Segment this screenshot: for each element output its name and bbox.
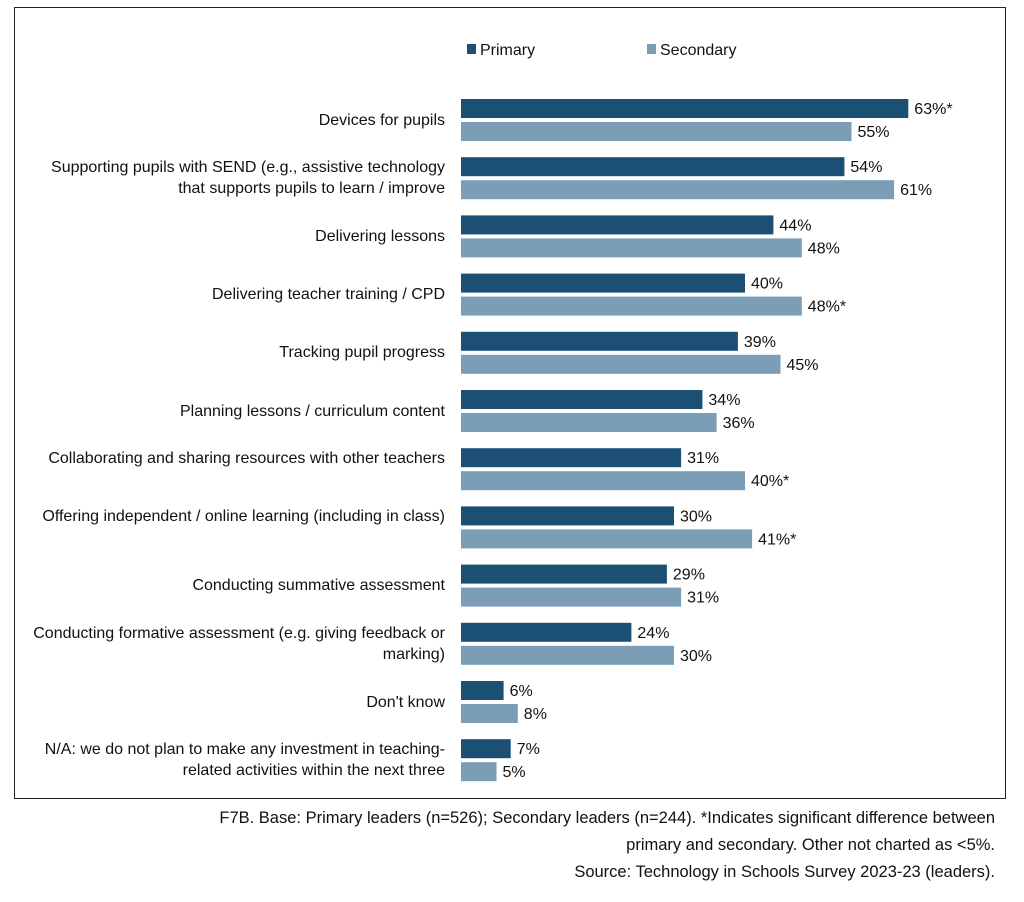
bar-secondary xyxy=(461,704,518,723)
data-label-primary: 39% xyxy=(744,334,776,351)
legend-swatch-primary xyxy=(467,44,476,54)
bar-secondary xyxy=(461,529,753,549)
chart-frame xyxy=(14,7,1006,799)
data-label-secondary: 31% xyxy=(687,590,719,607)
bar-secondary xyxy=(461,471,745,491)
data-label-secondary: 48% xyxy=(808,240,840,257)
bar-secondary xyxy=(461,645,674,665)
bar-secondary xyxy=(461,762,497,782)
data-label-primary: 6% xyxy=(510,683,533,700)
data-label-primary: 31% xyxy=(687,450,719,467)
bar-secondary xyxy=(461,413,717,432)
data-label-secondary: 30% xyxy=(680,648,712,665)
data-label-primary: 40% xyxy=(751,276,783,293)
category-label: Conducting summative assessment xyxy=(192,577,445,595)
data-label-secondary: 45% xyxy=(787,357,819,374)
category-label: Supporting pupils with SEND (e.g., assis… xyxy=(51,159,445,198)
footnote-line-2: primary and secondary. Other not charted… xyxy=(626,836,995,854)
data-label-secondary: 41%* xyxy=(758,531,796,548)
category-label: N/A: we do not plan to make any investme… xyxy=(44,741,445,780)
category-label: Conducting formative assessment (e.g. gi… xyxy=(33,624,445,663)
legend-swatch-secondary xyxy=(647,44,656,54)
legend-label-primary: Primary xyxy=(480,42,535,59)
source-note: Source: Technology in Schools Survey 202… xyxy=(574,863,995,881)
category-label: Delivering lessons xyxy=(315,227,445,245)
bar-secondary xyxy=(461,354,781,374)
data-label-secondary: 8% xyxy=(524,706,547,723)
data-label-secondary: 5% xyxy=(503,764,526,781)
bar-primary xyxy=(461,390,703,409)
bar-primary xyxy=(461,273,745,293)
category-label: Tracking pupil progress xyxy=(279,344,445,362)
category-label: Collaborating and sharing resources with… xyxy=(48,450,445,468)
bar-primary xyxy=(461,99,909,118)
data-label-primary: 63%* xyxy=(914,101,952,118)
category-label: Delivering teacher training / CPD xyxy=(212,286,445,304)
bar-primary xyxy=(461,622,632,642)
footnote-line-1: F7B. Base: Primary leaders (n=526); Seco… xyxy=(219,809,995,827)
category-label: Planning lessons / curriculum content xyxy=(179,402,445,420)
data-label-primary: 44% xyxy=(779,217,811,234)
data-label-primary: 30% xyxy=(680,508,712,525)
bar-secondary xyxy=(461,238,802,258)
bar-secondary xyxy=(461,587,682,607)
category-label: Don't know xyxy=(366,693,445,711)
bar-chart: Primary Secondary 63%* 55% 54% 61% 44% 48% 40% 48… xyxy=(461,42,953,782)
data-label-secondary: 40%* xyxy=(751,473,789,490)
category-label: Devices for pupils xyxy=(318,111,445,129)
data-label-secondary: 36% xyxy=(723,415,755,432)
data-label-primary: 29% xyxy=(673,567,705,584)
data-label-primary: 24% xyxy=(637,625,669,642)
category-label: Offering independent / online learning (… xyxy=(42,508,445,526)
bar-secondary xyxy=(461,296,802,316)
bar-primary xyxy=(461,564,667,584)
data-label-secondary: 61% xyxy=(900,182,932,199)
data-label-secondary: 55% xyxy=(858,124,890,141)
bar-primary xyxy=(461,448,682,468)
bar-primary xyxy=(461,739,511,759)
data-label-secondary: 48%* xyxy=(808,299,846,316)
bar-primary xyxy=(461,506,674,526)
legend-label-secondary: Secondary xyxy=(660,42,737,59)
bar-secondary xyxy=(461,180,895,200)
bar-primary xyxy=(461,157,845,177)
bar-primary xyxy=(461,215,774,235)
bar-primary xyxy=(461,681,504,700)
data-label-primary: 7% xyxy=(517,741,540,758)
data-label-primary: 34% xyxy=(708,392,740,409)
data-label-primary: 54% xyxy=(850,159,882,176)
bar-primary xyxy=(461,331,738,351)
bar-secondary xyxy=(461,122,852,141)
